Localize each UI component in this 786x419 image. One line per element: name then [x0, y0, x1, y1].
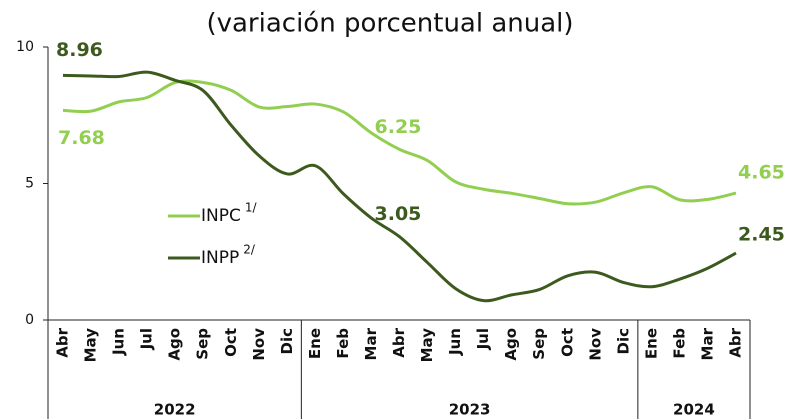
- x-tick-label: Abr: [727, 327, 745, 357]
- data-label: 8.96: [56, 39, 103, 61]
- legend-footnote: 1/: [245, 201, 258, 215]
- data-label: 4.65: [738, 162, 785, 184]
- group-label: 2022: [154, 401, 196, 419]
- x-tick-label: Ago: [166, 328, 184, 361]
- x-tick-label: Jun: [110, 328, 128, 356]
- y-tick-label: 0: [25, 312, 34, 328]
- x-tick-label: Ene: [306, 328, 324, 359]
- x-tick-label: Feb: [670, 328, 688, 359]
- x-tick-label: Jun: [446, 328, 464, 356]
- x-tick-label: Sep: [530, 328, 548, 360]
- x-tick-label: Jul: [138, 328, 156, 350]
- chart-title: (variación porcentual anual): [206, 9, 573, 39]
- data-label: 3.05: [375, 203, 422, 225]
- legend-label: INPP: [201, 248, 239, 268]
- y-tick-label: 5: [25, 176, 34, 192]
- x-tick-label: Jul: [474, 328, 492, 350]
- data-label: 7.68: [58, 127, 105, 149]
- y-tick-label: 10: [16, 39, 34, 55]
- legend-footnote: 2/: [243, 243, 256, 257]
- line: [62, 79, 737, 206]
- line: [62, 70, 737, 303]
- x-tick-label: Oct: [558, 328, 576, 357]
- x-tick-label: Abr: [390, 327, 408, 357]
- x-tick-label: Nov: [250, 328, 268, 361]
- x-tick-label: May: [418, 328, 436, 363]
- legend-label: INPC: [201, 206, 241, 226]
- group-label: 2024: [673, 401, 715, 419]
- x-tick-label: May: [82, 328, 100, 363]
- x-tick-label: Ago: [502, 328, 520, 361]
- x-tick-label: Sep: [194, 328, 212, 360]
- data-label: 6.25: [375, 116, 422, 138]
- x-tick-label: Mar: [362, 327, 380, 360]
- x-tick-label: Abr: [54, 327, 72, 357]
- x-tick-label: Nov: [586, 328, 604, 361]
- x-tick-label: Ene: [642, 328, 660, 359]
- x-tick-label: Oct: [222, 328, 240, 357]
- group-label: 2023: [449, 401, 491, 419]
- data-label: 2.45: [738, 224, 785, 246]
- x-tick-label: Dic: [614, 328, 632, 354]
- x-tick-label: Dic: [278, 328, 296, 354]
- x-tick-label: Mar: [698, 327, 716, 360]
- x-tick-label: Feb: [334, 328, 352, 359]
